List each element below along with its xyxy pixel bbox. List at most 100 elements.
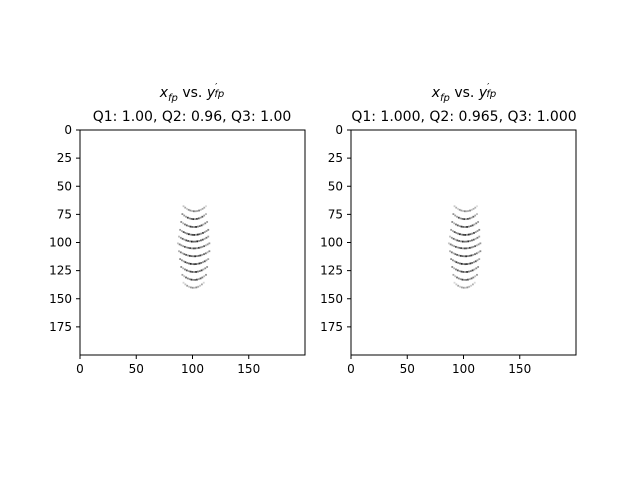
title-part-y: y — [206, 85, 216, 101]
pixel — [202, 232, 204, 234]
pixel — [183, 238, 186, 241]
pixel — [461, 247, 464, 250]
y-tick-label: 125 — [320, 264, 343, 278]
pixel — [199, 284, 201, 287]
pixel — [185, 246, 188, 249]
pixel — [455, 283, 458, 286]
pixel — [180, 244, 183, 247]
pixel — [452, 252, 455, 255]
pixel — [463, 218, 466, 221]
pixel — [459, 262, 461, 265]
pixel — [470, 277, 473, 280]
pixel — [179, 236, 182, 239]
title-part-vs: vs. — [450, 85, 479, 101]
pixel — [196, 247, 199, 250]
pixel — [199, 246, 202, 249]
pixel — [202, 268, 205, 271]
pixel — [466, 233, 468, 236]
pixel — [454, 275, 457, 278]
pixel — [456, 276, 458, 279]
pixel — [186, 277, 189, 280]
x-tick-label: 50 — [400, 362, 415, 376]
pixel — [469, 225, 472, 228]
pixel — [459, 217, 462, 220]
pixel — [466, 263, 468, 265]
image-content — [447, 205, 482, 289]
y-tick-label: 50 — [57, 179, 72, 193]
pixel — [182, 231, 185, 233]
y-tick-label: 50 — [328, 179, 343, 193]
pixel — [187, 254, 189, 257]
pixel — [472, 245, 475, 248]
pixel — [195, 271, 197, 273]
pixel — [456, 215, 458, 218]
pixel — [476, 259, 479, 262]
pixel — [470, 254, 473, 257]
pixel — [454, 253, 457, 256]
pixel — [460, 262, 463, 265]
pixel — [479, 242, 482, 245]
pixel — [180, 259, 183, 262]
pixel — [207, 258, 210, 260]
pixel — [188, 233, 190, 236]
pixel — [450, 236, 453, 239]
pixel — [197, 285, 200, 288]
pixel — [459, 233, 461, 236]
y-tick-label: 100 — [320, 236, 343, 250]
pixel — [460, 270, 463, 273]
y-tick-label: 0 — [335, 123, 343, 137]
pixel — [468, 254, 471, 257]
pixel — [464, 271, 467, 273]
pixel — [196, 240, 199, 243]
pixel — [476, 205, 478, 208]
pixel — [458, 225, 461, 228]
pixel — [203, 260, 206, 263]
pixel — [454, 245, 457, 248]
pixel — [453, 267, 455, 270]
pixel — [185, 269, 188, 272]
title-part-y-sub: fp — [486, 89, 496, 100]
pixel — [474, 260, 477, 263]
pixel — [183, 253, 186, 256]
pixel — [460, 247, 463, 250]
pixel — [192, 255, 195, 258]
pixel — [471, 239, 473, 242]
pixel — [469, 270, 472, 273]
pixel — [180, 221, 183, 223]
pixel — [196, 210, 199, 212]
pixel — [180, 230, 183, 232]
pixel — [185, 253, 188, 256]
pixel — [454, 238, 457, 241]
title-part-y: y — [478, 85, 488, 101]
pixel — [191, 226, 194, 228]
y-tick-label: 150 — [320, 292, 343, 306]
pixel — [184, 206, 187, 209]
pixel — [194, 240, 197, 243]
y-tick-label: 25 — [328, 151, 343, 165]
pixel — [474, 275, 477, 278]
pixel — [207, 235, 210, 238]
pixel — [462, 233, 465, 236]
pixel — [193, 286, 196, 289]
pixel — [207, 228, 210, 231]
pixel — [202, 261, 204, 264]
pixel — [474, 253, 476, 256]
chart-title: xfp vs. y′ fp — [431, 82, 497, 104]
pixel — [178, 243, 181, 246]
pixel — [463, 210, 466, 213]
pixel — [461, 240, 464, 243]
pixel — [449, 250, 451, 253]
pixel — [189, 209, 192, 212]
pixel — [469, 233, 472, 236]
pixel — [461, 217, 464, 220]
pixel — [475, 244, 478, 247]
pixel — [182, 281, 185, 284]
pixel — [191, 233, 194, 236]
title-part-y-sub: fp — [214, 89, 224, 100]
pixel — [474, 214, 477, 217]
pixel — [459, 254, 462, 257]
pixel — [182, 245, 185, 248]
pixel — [462, 263, 465, 265]
